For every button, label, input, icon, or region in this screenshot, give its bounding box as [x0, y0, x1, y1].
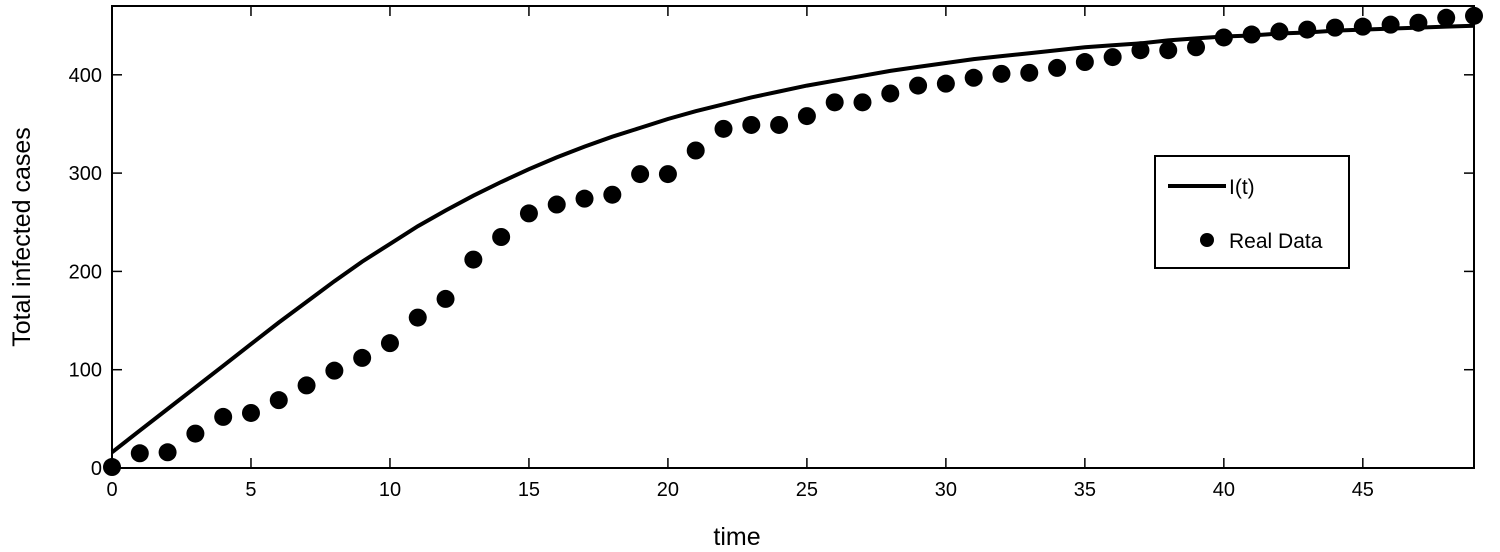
- data-point: [1353, 17, 1372, 36]
- data-point: [1020, 63, 1039, 82]
- x-tick-label: 25: [796, 479, 818, 501]
- data-point: [936, 74, 955, 93]
- data-point: [742, 115, 761, 134]
- data-point: [130, 444, 149, 463]
- axes-box: [111, 5, 1475, 469]
- data-point: [1270, 22, 1289, 41]
- data-point: [1159, 41, 1178, 60]
- legend: I(t) Real Data: [1154, 155, 1350, 269]
- data-point: [714, 119, 733, 138]
- data-point: [575, 189, 594, 208]
- legend-label-model: I(t): [1229, 176, 1255, 199]
- y-tick-label: 200: [69, 261, 102, 283]
- data-point: [964, 68, 983, 87]
- x-tick-label: 40: [1213, 479, 1235, 501]
- data-point: [241, 403, 260, 422]
- x-tick-label: 10: [379, 479, 401, 501]
- legend-box: [1154, 155, 1350, 269]
- data-point: [1326, 18, 1345, 37]
- data-point: [1409, 13, 1428, 32]
- y-tick-label: 300: [69, 163, 102, 185]
- tick-marks: [111, 6, 1474, 469]
- data-point: [909, 76, 928, 95]
- data-point: [1381, 15, 1400, 34]
- x-tick-label: 45: [1352, 479, 1374, 501]
- data-point: [770, 115, 789, 134]
- data-point: [1298, 20, 1317, 39]
- legend-marker-swatch: [1200, 233, 1214, 247]
- data-point: [1103, 48, 1122, 67]
- data-point: [825, 93, 844, 112]
- x-tick-label: 0: [106, 479, 117, 501]
- data-point: [1187, 38, 1206, 57]
- data-point: [325, 361, 344, 380]
- data-point: [881, 84, 900, 103]
- x-tick-label: 30: [935, 479, 957, 501]
- data-point: [519, 204, 538, 223]
- data-point: [1242, 25, 1261, 44]
- y-tick-label: 0: [91, 458, 102, 480]
- data-point: [658, 165, 677, 184]
- data-point: [1214, 28, 1233, 47]
- data-point: [631, 165, 650, 184]
- data-point: [1437, 8, 1456, 27]
- y-tick-label: 100: [69, 360, 102, 382]
- data-point: [797, 107, 816, 126]
- plot-area: 0 5 10 15 20 25 30 35 40 45 0 100 200 300 400: [69, 5, 1483, 501]
- data-point: [214, 407, 233, 426]
- data-point: [1048, 58, 1067, 77]
- x-tick-label: 15: [518, 479, 540, 501]
- data-point: [103, 458, 121, 477]
- data-point: [436, 289, 455, 308]
- series-points-real-data: [103, 6, 1483, 477]
- data-point: [686, 141, 705, 160]
- data-point: [1465, 6, 1483, 25]
- data-point: [547, 195, 566, 214]
- x-tick-label: 20: [657, 479, 679, 501]
- x-tick-label: 35: [1074, 479, 1096, 501]
- y-tick-label: 400: [69, 65, 102, 87]
- data-point: [269, 391, 288, 410]
- data-point: [353, 348, 372, 367]
- data-point: [492, 228, 511, 246]
- y-axis-label: Total infected cases: [8, 127, 36, 347]
- data-point: [464, 250, 483, 269]
- data-point: [297, 376, 316, 395]
- data-point: [1075, 53, 1094, 72]
- data-point: [158, 443, 177, 462]
- data-point: [408, 308, 427, 327]
- data-point: [992, 64, 1011, 83]
- x-tick-label: 5: [245, 479, 256, 501]
- legend-label-real-data: Real Data: [1229, 230, 1323, 253]
- data-point: [603, 185, 622, 204]
- data-point: [1131, 41, 1150, 60]
- data-point: [380, 334, 399, 353]
- x-axis-label: time: [713, 523, 760, 551]
- data-point: [853, 93, 872, 112]
- data-point: [186, 424, 205, 443]
- tick-labels: 0 5 10 15 20 25 30 35 40 45 0 100 200 300 400: [69, 65, 1374, 501]
